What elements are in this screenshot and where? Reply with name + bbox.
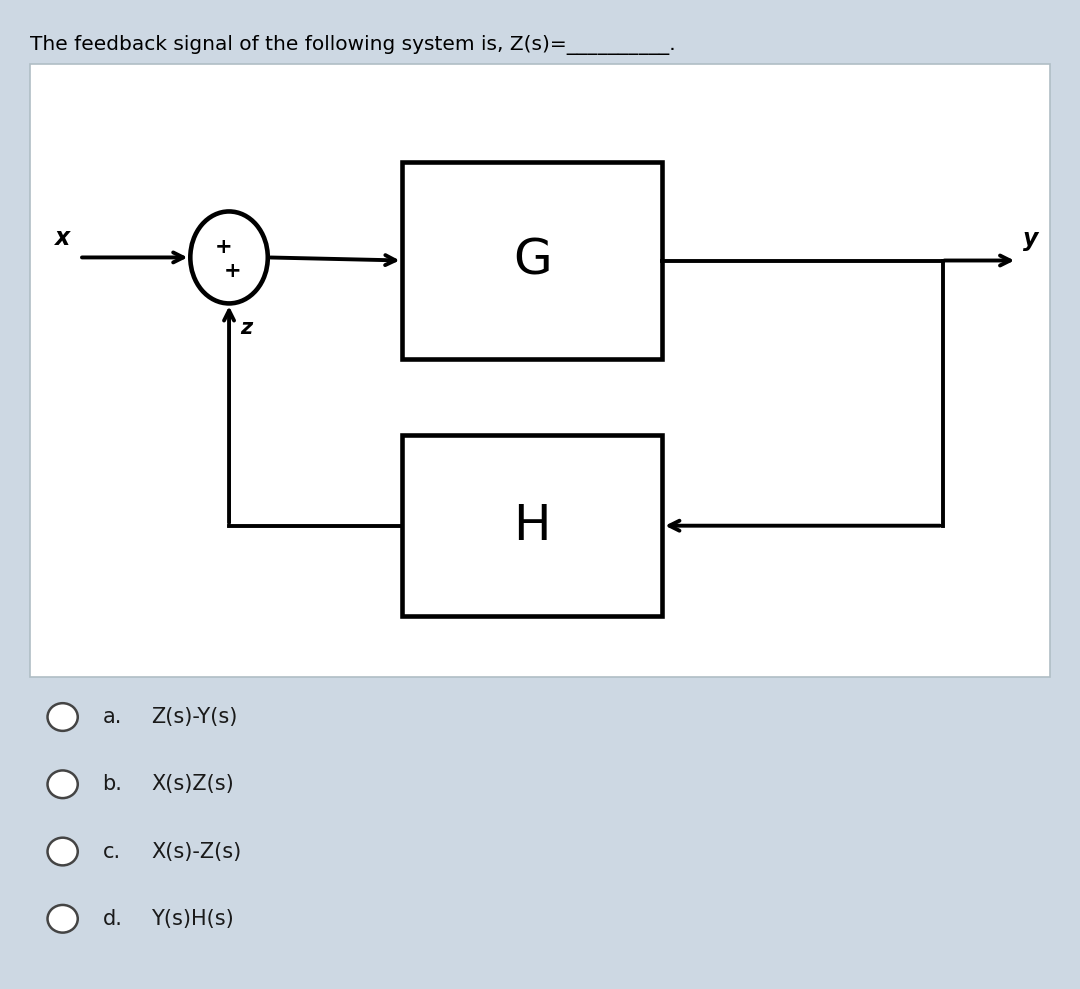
Text: The feedback signal of the following system is, Z(s)=__________.: The feedback signal of the following sys…	[30, 35, 676, 54]
Text: a.: a.	[103, 707, 122, 727]
Text: G: G	[513, 236, 552, 285]
Text: c.: c.	[103, 842, 121, 861]
Text: +: +	[215, 237, 232, 257]
Text: Y(s)H(s): Y(s)H(s)	[151, 909, 234, 929]
Circle shape	[48, 838, 78, 865]
Text: y: y	[1023, 226, 1038, 250]
Circle shape	[48, 703, 78, 731]
Circle shape	[48, 770, 78, 798]
Text: Z(s)-Y(s): Z(s)-Y(s)	[151, 707, 238, 727]
Bar	[30, 64, 1050, 677]
Text: +: +	[225, 261, 242, 281]
Text: X(s)-Z(s): X(s)-Z(s)	[151, 842, 242, 861]
Bar	[403, 162, 662, 359]
Bar	[403, 435, 662, 616]
Text: b.: b.	[103, 774, 122, 794]
Text: H: H	[514, 501, 551, 550]
Text: d.: d.	[103, 909, 122, 929]
Text: x: x	[55, 225, 70, 249]
Circle shape	[48, 905, 78, 933]
Ellipse shape	[190, 212, 268, 304]
Text: X(s)Z(s): X(s)Z(s)	[151, 774, 234, 794]
Text: z: z	[240, 318, 252, 338]
